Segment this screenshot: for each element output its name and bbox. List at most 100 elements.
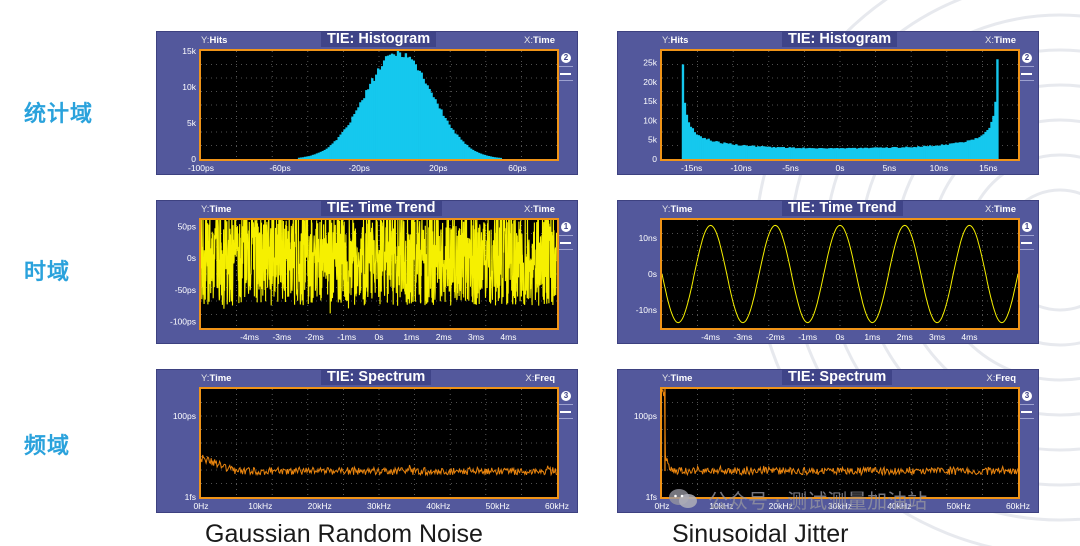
panel-spectrum-sinusoidal: Y:Time TIE: Spectrum X:Freq 3 0Hz 10kHz 20kHz 3…	[617, 369, 1039, 513]
histogram-bar	[984, 131, 987, 159]
y-tick-label: 15k	[643, 96, 657, 106]
plot-group	[201, 51, 557, 159]
collapse-dash	[560, 242, 571, 244]
x-tick-label: 20kHz	[308, 501, 332, 511]
x-tick-label: 0s	[836, 332, 845, 342]
series-line	[662, 389, 1018, 477]
x-tick-label: 0Hz	[654, 501, 669, 511]
histogram-bar	[938, 145, 942, 159]
histogram-bar	[774, 147, 778, 159]
x-tick-label: -5ns	[782, 163, 799, 173]
x-tick-label: -20ps	[349, 163, 370, 173]
histogram-bar	[747, 146, 750, 159]
plot-content	[201, 389, 557, 497]
x-tick-label: 60ps	[508, 163, 526, 173]
histogram-bar	[992, 115, 995, 159]
histogram-bar	[313, 154, 317, 159]
x-axis-unit: Freq	[534, 373, 555, 384]
histogram-bar	[325, 148, 328, 159]
side-rail-top	[1020, 66, 1034, 67]
y-axis-key: Y:	[662, 204, 671, 215]
histogram-bar	[497, 157, 501, 159]
plot-area	[660, 387, 1020, 499]
side-rail-top	[1020, 404, 1034, 405]
x-tick-label: 60kHz	[545, 501, 569, 511]
histogram-bar	[424, 83, 427, 159]
histogram-bar	[867, 148, 871, 159]
grid	[662, 389, 1018, 497]
histogram-bar	[299, 157, 303, 159]
y-tick-label: 50ps	[178, 221, 196, 231]
x-tick-label: 1ms	[864, 332, 880, 342]
histogram-bar	[717, 141, 720, 159]
histogram-bar	[794, 148, 797, 159]
grid	[201, 220, 557, 328]
histogram-bar	[956, 142, 960, 159]
y-tick-label: 15k	[182, 46, 196, 56]
histogram-bar	[418, 70, 421, 159]
histogram-bar	[758, 146, 762, 159]
histogram-bar	[493, 157, 497, 159]
histogram-bar	[754, 146, 758, 159]
histogram-bar	[820, 148, 823, 159]
x-tick-label: -3ms	[733, 332, 752, 342]
side-rail-bottom	[559, 418, 573, 419]
y-tick-label: 100ps	[173, 411, 196, 421]
histogram-bar	[450, 128, 453, 159]
histogram-bar	[822, 148, 825, 159]
histogram-bar	[489, 156, 493, 159]
plot-area	[199, 387, 559, 499]
histogram-bar	[954, 142, 958, 159]
histogram-bar	[940, 144, 944, 159]
x-axis-key: X:	[525, 373, 535, 384]
histogram-bar	[830, 148, 833, 159]
histogram-bar	[479, 153, 483, 159]
histogram-bar	[756, 146, 760, 159]
caption-gaussian: Gaussian Random Noise	[205, 520, 483, 546]
histogram-bar	[723, 142, 726, 159]
y-axis-label: Y:Time	[662, 204, 692, 215]
x-axis-key: X:	[986, 373, 996, 384]
histogram-bar	[802, 147, 805, 159]
x-tick-label: 0Hz	[193, 501, 208, 511]
histogram-bar	[782, 147, 786, 159]
histogram-bar	[707, 138, 710, 159]
histogram-bar	[367, 89, 370, 159]
histogram-bar	[934, 145, 938, 159]
histogram-bar	[487, 155, 491, 159]
histogram-bar	[689, 126, 693, 159]
histogram-bar	[875, 147, 878, 159]
histogram-bar	[371, 78, 374, 159]
caption-sinusoidal: Sinusoidal Jitter	[672, 520, 849, 546]
histogram-bar	[422, 78, 425, 159]
histogram-bar	[327, 147, 330, 159]
histogram-bar	[721, 143, 724, 159]
x-tick-label: 20ps	[429, 163, 447, 173]
collapse-dash	[1021, 411, 1032, 413]
histogram-bar	[355, 110, 358, 159]
channel-badge: 3	[561, 391, 571, 401]
histogram-bar	[859, 147, 863, 159]
histogram-bar	[905, 146, 908, 159]
side-rail-bottom	[1020, 249, 1034, 250]
x-tick-label: 10kHz	[248, 501, 272, 511]
histogram-bar	[800, 148, 803, 159]
histogram-bar	[392, 54, 396, 159]
histogram-bar	[741, 145, 744, 159]
histogram-bar	[737, 145, 740, 159]
y-axis-unit: Time	[670, 373, 693, 384]
histogram-bar	[729, 143, 732, 159]
histogram-bar	[972, 139, 975, 159]
x-tick-label: -3ms	[272, 332, 291, 342]
histogram-bar	[760, 146, 764, 159]
y-axis-key: Y:	[662, 373, 671, 384]
side-rail-top	[559, 404, 573, 405]
histogram-bar	[845, 148, 849, 159]
histogram-bar	[853, 147, 857, 159]
histogram-bar	[297, 157, 301, 159]
histogram-bar	[968, 140, 971, 159]
histogram-bar	[373, 80, 376, 159]
chart-svg: -4ms -3ms -2ms -1ms 0s 1ms 2ms 3ms 4ms 50ps 0s -50p…	[170, 220, 557, 342]
histogram-bar	[460, 139, 463, 159]
x-tick-label: -10ns	[730, 163, 751, 173]
